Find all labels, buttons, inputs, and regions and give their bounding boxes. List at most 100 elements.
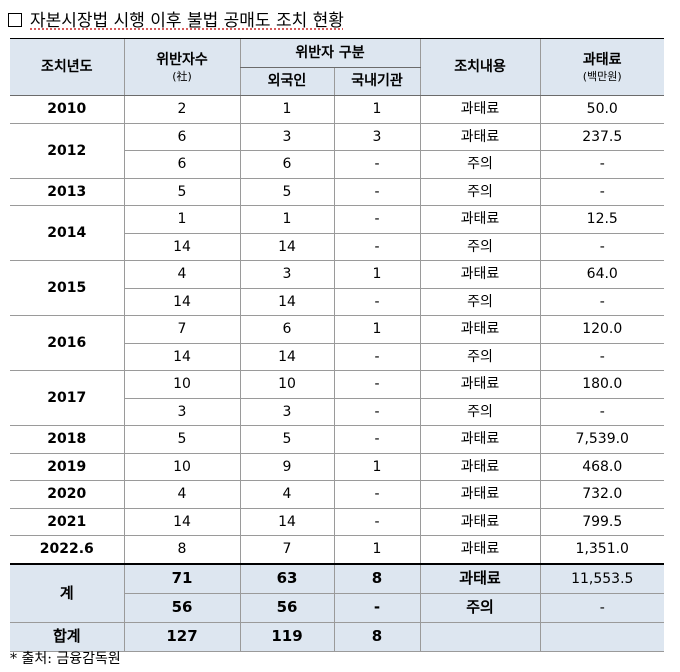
table-cell: 3	[239, 398, 334, 426]
table-cell: 과태료	[419, 508, 540, 536]
header-violators: 위반자수 (社)	[123, 39, 240, 96]
table-cell: -	[333, 593, 420, 623]
table-cell: -	[539, 343, 664, 371]
table-cell: 과태료	[419, 453, 540, 481]
table-cell: 2014	[10, 205, 124, 261]
table-cell: 2021	[10, 508, 124, 536]
table-cell: 10	[123, 453, 240, 481]
table-cell: -	[333, 150, 420, 179]
table-cell: 3	[239, 123, 334, 151]
table-cell: 237.5	[539, 123, 664, 151]
table-cell: -	[539, 233, 664, 261]
table-cell: 6	[239, 315, 334, 344]
table-cell: 12.5	[539, 205, 664, 234]
table-cell: 2018	[10, 425, 124, 454]
table-cell: -	[539, 288, 664, 316]
table-cell: 7	[239, 535, 334, 564]
table-cell: 4	[123, 260, 240, 289]
table-cell: 5	[123, 178, 240, 206]
table-cell: 과태료	[419, 260, 540, 289]
table-cell: 주의	[419, 233, 540, 261]
table-cell: 1	[333, 315, 420, 344]
table-cell: -	[539, 150, 664, 179]
table-cell: 7	[123, 315, 240, 344]
title-text: 자본시장법 시행 이후 불법 공매도 조치 현황	[30, 11, 344, 31]
table-cell: 1	[333, 95, 420, 124]
source-footnote: * 출처: 금융감독원	[10, 651, 121, 667]
table-cell: -	[333, 178, 420, 206]
table-cell: 120.0	[539, 315, 664, 344]
table-cell: 14	[239, 233, 334, 261]
table-cell: 8	[123, 535, 240, 564]
table-row: 2013 5 5- 주의 -	[10, 178, 664, 206]
table-cell: 14	[239, 288, 334, 316]
table-cell: -	[539, 178, 664, 206]
table-cell: 5	[239, 178, 334, 206]
table-row: 3 3- 주의 -	[10, 398, 664, 426]
table-row: 14 14- 주의 -	[10, 233, 664, 261]
table-cell: 63	[239, 562, 334, 594]
header-fine: 과태료 (백만원)	[539, 39, 664, 96]
table-cell: 10	[239, 370, 334, 399]
table-row: 14 14- 주의 -	[10, 288, 664, 316]
header-category: 위반자 구분	[239, 39, 420, 68]
grand-total-row: 합계 127 119 8	[10, 622, 664, 652]
table-cell: 14	[123, 288, 240, 316]
table-cell: -	[333, 343, 420, 371]
table-cell: 732.0	[539, 480, 664, 509]
table-cell: 4	[123, 480, 240, 509]
table-cell: 2012	[10, 123, 124, 179]
table-cell: 과태료	[419, 480, 540, 509]
table-cell: 6	[123, 123, 240, 151]
table-cell: -	[333, 508, 420, 536]
table-cell	[419, 622, 540, 652]
table-cell: 과태료	[419, 562, 540, 594]
table-cell: 14	[239, 343, 334, 371]
table-cell: 주의	[419, 593, 540, 623]
header-action: 조치내용	[419, 39, 540, 96]
table-cell: 3	[123, 398, 240, 426]
checkbox-square-icon	[8, 13, 22, 27]
table-title: 자본시장법 시행 이후 불법 공매도 조치 현황	[8, 6, 344, 31]
table-cell: 14	[123, 343, 240, 371]
table-row: 2022.6 8 7 1 과태료 1,351.0	[10, 535, 664, 564]
table-cell: 2019	[10, 453, 124, 481]
table-cell: 2015	[10, 260, 124, 316]
table-cell: 56	[123, 593, 240, 623]
table-cell: -	[539, 593, 664, 623]
table-cell: 주의	[419, 178, 540, 206]
table-cell: 1	[333, 453, 420, 481]
table-row: 2016 7 6 1 과태료 120.0	[10, 315, 664, 371]
table-cell: -	[333, 425, 420, 454]
table-cell: 11,553.5	[539, 562, 664, 594]
table-cell: 2016	[10, 315, 124, 371]
table-cell: 8	[333, 562, 420, 594]
table-cell: -	[333, 233, 420, 261]
table-cell: 10	[123, 370, 240, 399]
table-cell: 8	[333, 622, 420, 652]
table-row: 2021 14 14- 과태료 799.5	[10, 508, 664, 536]
table-cell: 14	[239, 508, 334, 536]
table-cell: 799.5	[539, 508, 664, 536]
header-foreign: 외국인	[239, 67, 334, 97]
table-cell: 1,351.0	[539, 535, 664, 564]
table-cell: 1	[333, 260, 420, 289]
table-cell: 과태료	[419, 370, 540, 399]
total-row: 56 56- 주의 -	[10, 593, 664, 623]
table-cell: 주의	[419, 150, 540, 179]
table-cell: 1	[239, 95, 334, 124]
short-selling-table: 조치년도 위반자수 (社) 위반자 구분 조치내용 과태료 (백만원) 외국인 국내…	[10, 39, 664, 652]
table-cell: 14	[123, 508, 240, 536]
header-domestic: 국내기관	[333, 67, 420, 97]
table-row: 6 6- 주의 -	[10, 150, 664, 179]
table-cell: 9	[239, 453, 334, 481]
table-cell: 468.0	[539, 453, 664, 481]
table-cell: -	[333, 370, 420, 399]
table-cell: 50.0	[539, 95, 664, 124]
table-row: 2018 5 5- 과태료 7,539.0	[10, 425, 664, 454]
table-cell: 1	[333, 535, 420, 564]
table-cell: 127	[123, 622, 240, 652]
table-cell: 과태료	[419, 315, 540, 344]
table-cell: 2022.6	[10, 535, 124, 564]
table-cell: 6	[123, 150, 240, 179]
